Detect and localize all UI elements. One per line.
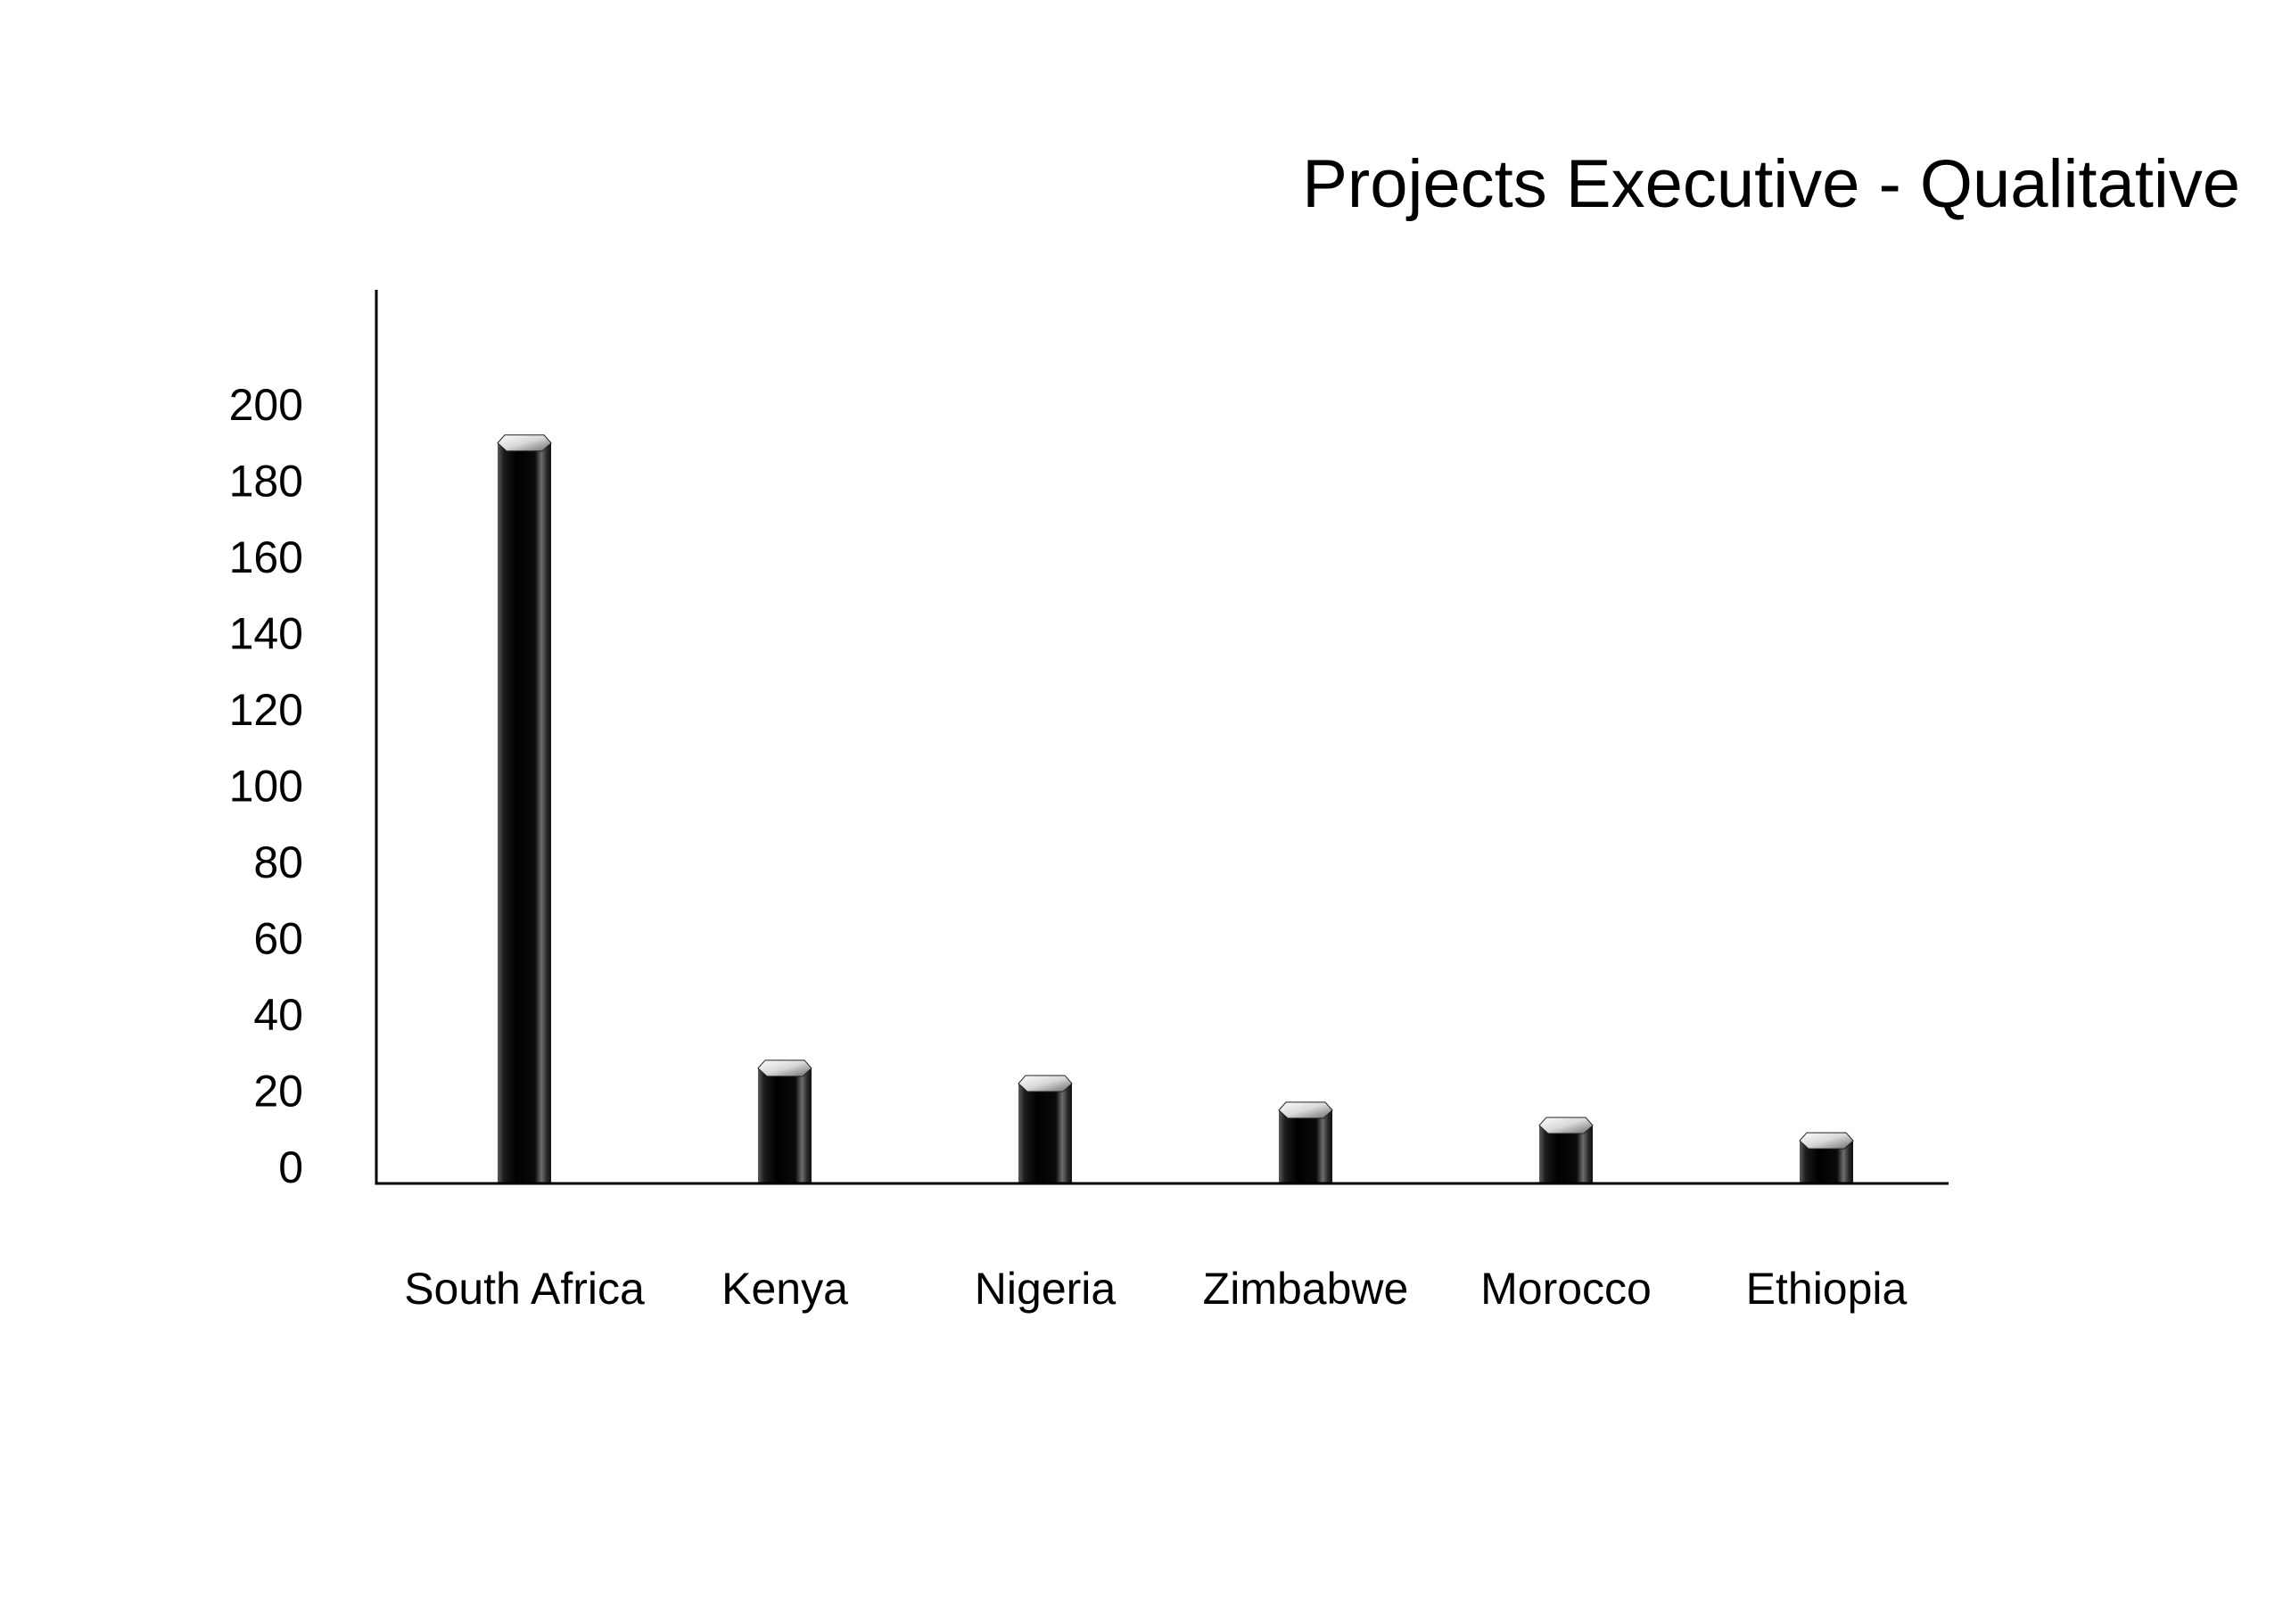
bar-cap	[1278, 1101, 1333, 1119]
bar-body	[1539, 1125, 1593, 1183]
bar-body	[1018, 1083, 1072, 1183]
bar-body	[758, 1068, 812, 1183]
y-tick-label: 180	[229, 457, 303, 507]
y-tick-label: 0	[278, 1142, 303, 1192]
y-tick-label: 200	[229, 380, 303, 430]
bar	[497, 434, 552, 1183]
y-tick-label: 60	[253, 914, 303, 964]
y-axis-ticks: 0 20 40 60 80 100 120 140 160 180 200	[229, 380, 303, 1192]
x-category-label: South Africa	[404, 1264, 645, 1314]
bars	[497, 434, 1854, 1183]
x-axis-labels: South Africa Kenya Nigeria Zimbabwe Morocco E…	[404, 1264, 1907, 1314]
bar-cap	[1538, 1117, 1594, 1134]
bar	[1018, 1075, 1073, 1183]
bar	[1799, 1132, 1854, 1183]
bar-cap	[1018, 1075, 1073, 1092]
bar-cap	[497, 434, 552, 452]
bar-body	[498, 442, 551, 1183]
x-category-label: Ethiopia	[1746, 1264, 1908, 1314]
bar-cap	[1799, 1132, 1854, 1150]
y-tick-label: 80	[253, 837, 303, 887]
x-category-label: Kenya	[721, 1264, 848, 1314]
bar-body	[1279, 1109, 1332, 1183]
axis-lines	[375, 290, 1949, 1185]
bar-cap	[757, 1059, 812, 1077]
y-tick-label: 100	[229, 762, 303, 812]
x-category-label: Zimbabwe	[1203, 1264, 1409, 1314]
x-category-label: Morocco	[1480, 1264, 1652, 1314]
y-tick-label: 160	[229, 532, 303, 582]
chart-title: Projects Executive - Qualitative	[1302, 146, 2240, 222]
bar	[1538, 1117, 1594, 1183]
y-tick-label: 40	[253, 990, 303, 1040]
x-category-label: Nigeria	[975, 1264, 1117, 1314]
bar	[757, 1059, 812, 1183]
y-tick-label: 20	[253, 1067, 303, 1117]
y-tick-label: 140	[229, 609, 303, 659]
bar	[1278, 1101, 1333, 1183]
y-tick-label: 120	[229, 685, 303, 735]
